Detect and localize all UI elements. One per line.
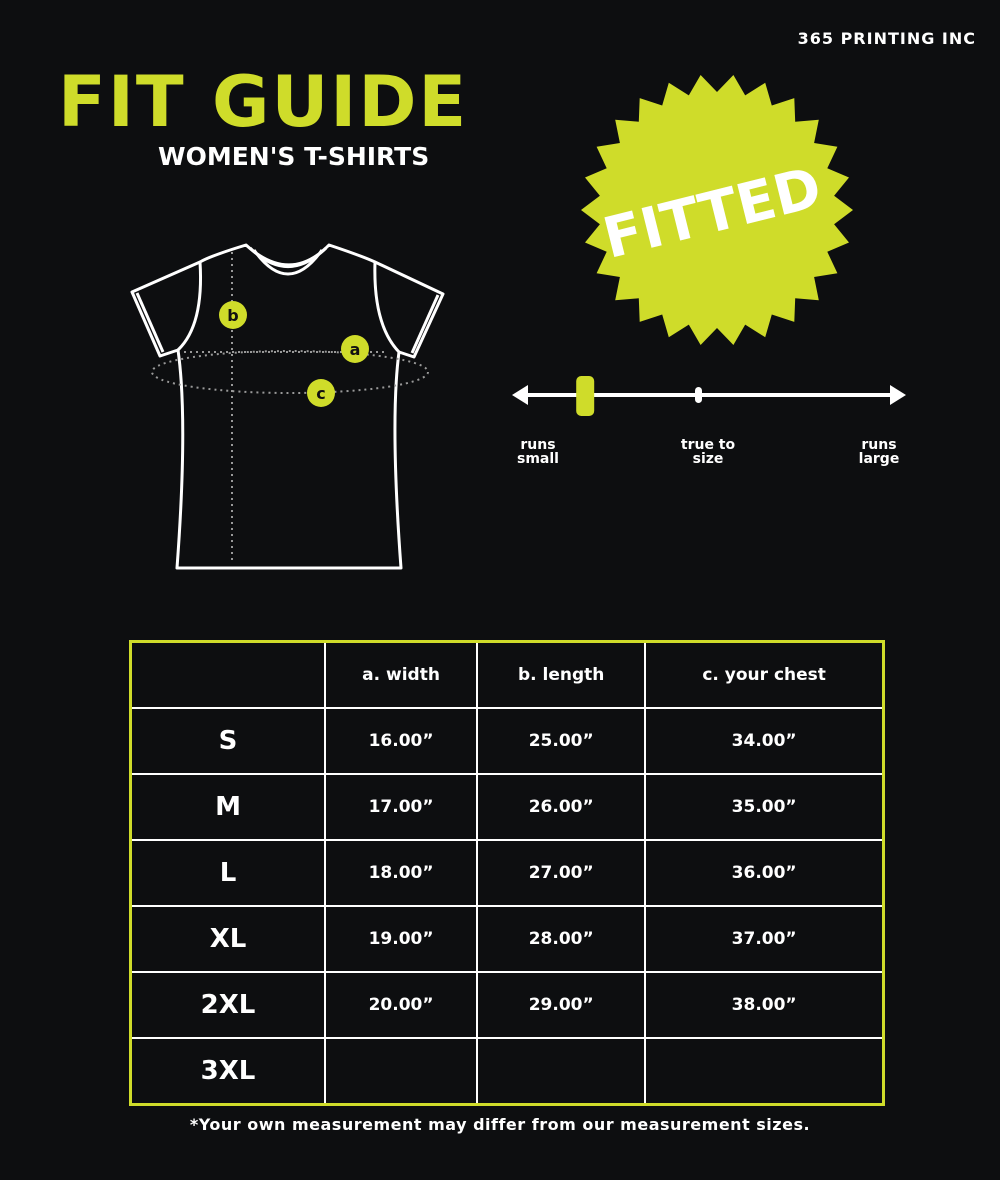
header-chest: c. your chest — [644, 640, 885, 709]
illustrations: b a c FITTED — [130, 75, 906, 570]
cell-chest: 35.00” — [644, 773, 885, 841]
measure-marker-c: c — [307, 379, 335, 407]
cell-width: 18.00” — [323, 839, 479, 907]
cell-chest: 37.00” — [644, 905, 885, 973]
cell-width: 19.00” — [323, 905, 479, 973]
cell-size: XL — [129, 905, 326, 973]
cell-width: 16.00” — [323, 707, 479, 775]
cell-length — [476, 1037, 647, 1106]
table-row: L 18.00” 27.00” 36.00” — [129, 839, 885, 907]
header-width: a. width — [323, 640, 479, 709]
true-to-size-tick — [695, 387, 702, 403]
size-table: a. width b. length c. your chest S 16.00”… — [129, 640, 885, 1106]
cell-chest: 38.00” — [644, 971, 885, 1039]
cell-length: 25.00” — [476, 707, 647, 775]
cell-size: M — [129, 773, 326, 841]
footnote: *Your own measurement may differ from ou… — [189, 1115, 811, 1134]
table-header: a. width b. length c. your chest — [129, 640, 885, 709]
page-subtitle: WOMEN'S T-SHIRTS — [158, 142, 430, 171]
cell-width: 17.00” — [323, 773, 479, 841]
marker-b-label: b — [227, 306, 238, 325]
page-title: FIT GUIDE — [58, 61, 469, 143]
table-row: S 16.00” 25.00” 34.00” — [129, 707, 885, 775]
fitted-badge-starburst — [581, 75, 853, 345]
label-true-to-size: true to size — [680, 437, 736, 467]
marker-a-label: a — [350, 340, 361, 359]
cell-chest: 36.00” — [644, 839, 885, 907]
label-runs-large: runs large — [858, 437, 900, 467]
header-size — [129, 640, 326, 709]
cell-chest: 34.00” — [644, 707, 885, 775]
brand-name: 365 PRINTING INC — [797, 29, 976, 48]
header-length: b. length — [476, 640, 647, 709]
cell-length: 26.00” — [476, 773, 647, 841]
cell-size: 2XL — [129, 971, 326, 1039]
cell-chest — [644, 1037, 885, 1106]
table-row: XL 19.00” 28.00” 37.00” — [129, 905, 885, 973]
fit-scale — [512, 376, 906, 416]
cell-width — [323, 1037, 479, 1106]
fit-scale-marker — [576, 376, 595, 416]
tshirt-diagram — [130, 243, 445, 570]
cell-width: 20.00” — [323, 971, 479, 1039]
measure-marker-b: b — [219, 301, 247, 329]
cell-length: 28.00” — [476, 905, 647, 973]
cell-size: S — [129, 707, 326, 775]
cell-size: L — [129, 839, 326, 907]
cell-size: 3XL — [129, 1037, 326, 1106]
cell-length: 29.00” — [476, 971, 647, 1039]
label-runs-small: runs small — [517, 437, 559, 467]
measure-marker-a: a — [341, 335, 369, 363]
marker-c-label: c — [316, 384, 325, 403]
table-row: 3XL — [129, 1037, 885, 1106]
table-row: 2XL 20.00” 29.00” 38.00” — [129, 971, 885, 1039]
cell-length: 27.00” — [476, 839, 647, 907]
table-row: M 17.00” 26.00” 35.00” — [129, 773, 885, 841]
